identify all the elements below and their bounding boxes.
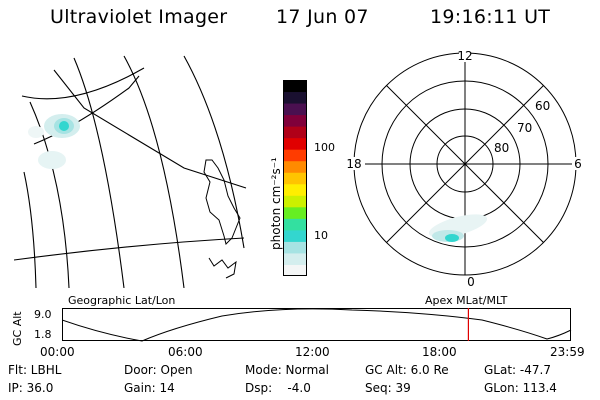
colorbar-band — [283, 160, 307, 173]
mlt-label-0: 0 — [467, 275, 475, 289]
mlt-label-6: 6 — [574, 157, 582, 171]
polar-axis — [386, 85, 544, 243]
colorbar-band — [283, 241, 307, 254]
gain-info: Gain: 14 — [124, 381, 175, 395]
colorbar-tick: 10 — [314, 229, 328, 242]
mode-info: Mode: Normal — [245, 363, 329, 377]
map-meridian — [123, 55, 185, 288]
colorbar-band — [283, 80, 307, 93]
seq-info: Seq: 39 — [365, 381, 411, 395]
map-meridian — [29, 101, 70, 288]
colorbar-band — [283, 195, 307, 208]
colorbar-band — [283, 229, 307, 242]
lat-label-60: 60 — [535, 99, 550, 113]
filter-info: Flt: LBHL — [8, 363, 62, 377]
gc-alt-info: GC Alt: 6.0 Re — [365, 363, 449, 377]
time-tick: 12:00 — [295, 345, 330, 359]
colorbar-band — [283, 206, 307, 219]
time-tick: 18:00 — [422, 345, 457, 359]
glat-info: GLat: -47.7 — [484, 363, 551, 377]
door-info: Door: Open — [124, 363, 193, 377]
altitude-plot — [62, 308, 572, 342]
colorbar-band — [283, 183, 307, 196]
time-tick: 23:59 — [550, 345, 585, 359]
coastline — [203, 159, 241, 245]
date-label: 17 Jun 07 — [276, 6, 369, 28]
alt-axis-label: GC Alt — [11, 311, 24, 346]
colorbar-band — [283, 103, 307, 116]
map-parallel — [53, 69, 247, 189]
ip-info: IP: 36.0 — [8, 381, 54, 395]
instrument-title: Ultraviolet Imager — [50, 6, 228, 28]
colorbar-band — [283, 149, 307, 162]
dsp-info: Dsp: -4.0 — [245, 381, 311, 395]
time-tick: 06:00 — [168, 345, 203, 359]
apex-label: Apex MLat/MLT — [425, 294, 508, 307]
glon-info: GLon: 113.4 — [484, 381, 557, 395]
map-meridian — [183, 55, 245, 249]
lat-label-80: 80 — [494, 141, 509, 155]
colorbar-band — [283, 114, 307, 127]
time-tick: 00:00 — [40, 345, 75, 359]
mlt-label-12: 12 — [457, 49, 472, 63]
mlt-label-18: 18 — [346, 157, 361, 171]
polar-plot: 12 18 6 0 60 70 80 — [345, 49, 584, 289]
map-meridian — [23, 171, 37, 288]
aurora-emission — [28, 114, 80, 169]
colorbar-band — [283, 126, 307, 139]
geographic-label: Geographic Lat/Lon — [68, 294, 176, 307]
colorbar-band — [283, 252, 307, 265]
alt-ymax: 9.0 — [34, 308, 52, 321]
colorbar-unit-label: photon cm⁻²s⁻¹ — [269, 157, 283, 250]
colorbar-tick: 100 — [314, 141, 335, 154]
aurora-oval — [428, 214, 488, 242]
lat-label-70: 70 — [517, 121, 532, 135]
map-parallel — [14, 237, 245, 261]
map-meridian — [73, 57, 125, 288]
geographic-map — [14, 55, 247, 288]
altitude-curve — [62, 308, 572, 342]
colorbar-band — [283, 264, 307, 276]
map-parallel — [21, 67, 145, 100]
alt-ymin: 1.8 — [34, 328, 52, 341]
colorbar — [283, 80, 307, 276]
colorbar-band — [283, 91, 307, 104]
colorbar-band — [283, 218, 307, 231]
coastline — [208, 257, 237, 279]
colorbar-band — [283, 137, 307, 150]
colorbar-band — [283, 172, 307, 185]
time-label: 19:16:11 UT — [430, 6, 551, 28]
